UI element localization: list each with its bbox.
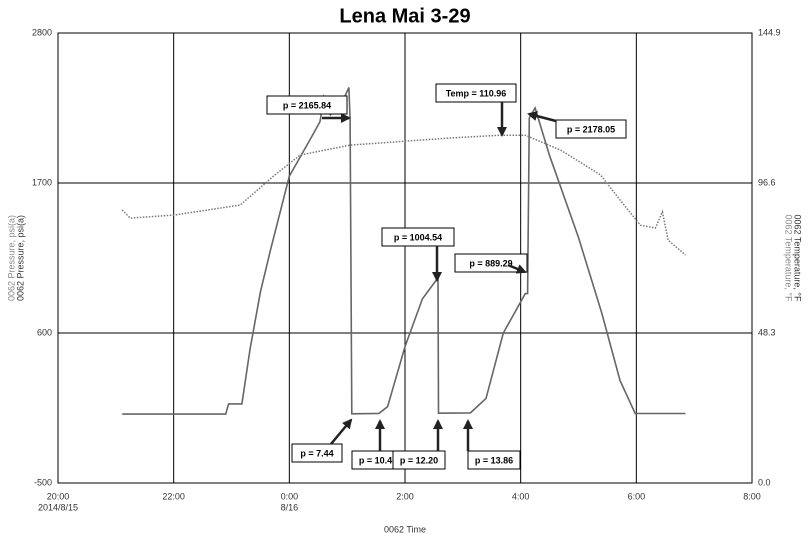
annotation-arrow	[330, 418, 353, 445]
y-tick-label: 600	[37, 327, 52, 337]
y2-tick-label: 48.3	[758, 327, 776, 337]
annotation-box	[467, 450, 521, 470]
y2-tick-label: 96.6	[758, 177, 776, 187]
annotation-box	[392, 450, 446, 470]
annotation-box	[454, 253, 528, 273]
annotation-arrow	[527, 111, 557, 123]
x-tick-label: 20:00	[47, 491, 70, 501]
annotation-text: p = 7.44	[300, 448, 333, 458]
y-axis-label: 0062 Pressure, psi(a)	[15, 215, 25, 301]
y2-tick-label: 144.9	[758, 27, 781, 37]
y2-tick-label: 0.0	[758, 477, 771, 487]
annotation-text: p = 10.45	[359, 455, 397, 465]
annotation-text: Temp = 110.96	[446, 88, 507, 98]
y2-axis-label: 0062 Temperature, °F	[793, 215, 803, 302]
annotation-box	[555, 119, 627, 139]
annotation-text: p = 1004.54	[394, 232, 442, 242]
series-line	[121, 134, 686, 256]
annotation-text: p = 889.29	[469, 258, 512, 268]
annotation-text: p = 2165.84	[283, 100, 331, 110]
x-tick-label: 22:00	[162, 491, 185, 501]
x-tick-date: 2014/8/15	[38, 502, 78, 512]
y-tick-label: 2800	[32, 27, 52, 37]
y-tick-label: -500	[34, 477, 52, 487]
x-tick-label: 8:00	[743, 491, 761, 501]
y2-axis-label: 0062 Temperature, °F	[784, 215, 794, 302]
annotation-box	[435, 83, 517, 103]
annotation-box	[381, 227, 455, 247]
annotation-arrow	[507, 263, 527, 274]
annotation-text: p = 13.86	[475, 455, 513, 465]
annotation-box	[266, 95, 348, 115]
chart-title: Lena Mai 3-29	[339, 5, 470, 27]
y-axis-label: 0062 Pressure, psi(a)	[6, 215, 16, 301]
x-axis-label: 0062 Time	[384, 524, 426, 534]
series-line	[122, 87, 686, 415]
x-tick-date: 8/16	[281, 502, 299, 512]
x-tick-label: 4:00	[512, 491, 530, 501]
x-tick-label: 6:00	[628, 491, 646, 501]
annotation-text: p = 12.20	[400, 455, 438, 465]
x-tick-label: 0:00	[281, 491, 299, 501]
x-tick-label: 2:00	[396, 491, 414, 501]
y-tick-label: 1700	[32, 177, 52, 187]
annotation-box	[291, 443, 343, 463]
annotation-text: p = 2178.05	[567, 124, 615, 134]
